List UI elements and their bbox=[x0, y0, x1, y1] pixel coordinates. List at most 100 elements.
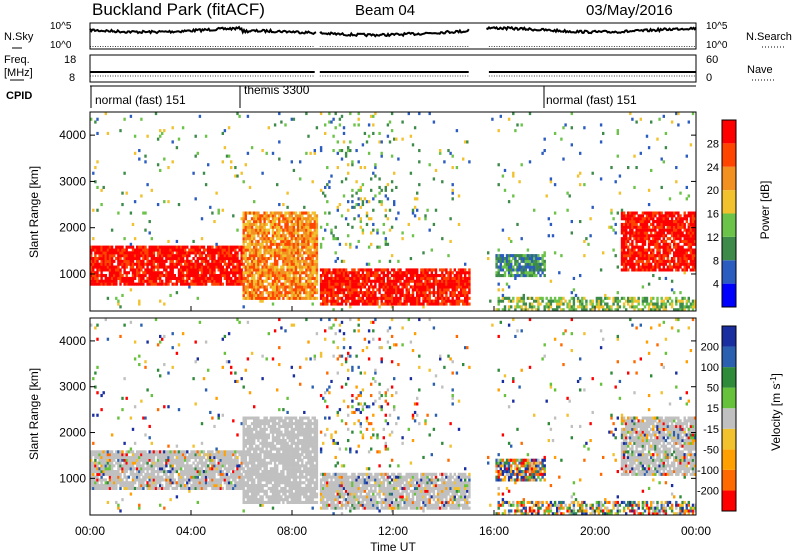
velocity-cell bbox=[134, 405, 136, 408]
power-cell bbox=[286, 274, 288, 277]
velocity-cell bbox=[172, 473, 174, 476]
velocity-cell bbox=[130, 484, 132, 487]
power-cell bbox=[548, 303, 550, 306]
power-cell bbox=[502, 288, 504, 291]
power-cell bbox=[274, 220, 276, 223]
power-cell bbox=[658, 229, 660, 232]
power-cell bbox=[347, 294, 349, 297]
velocity-cell bbox=[113, 473, 115, 476]
power-cell bbox=[654, 268, 656, 271]
power-cell bbox=[447, 274, 449, 277]
power-cell bbox=[345, 294, 347, 297]
power-cell bbox=[282, 260, 284, 263]
power-cell bbox=[213, 251, 215, 254]
power-cell bbox=[466, 271, 468, 274]
power-cell bbox=[362, 297, 364, 300]
power-cell bbox=[130, 257, 132, 260]
power-cell bbox=[458, 297, 460, 300]
power-cell bbox=[182, 266, 184, 269]
power-cell bbox=[686, 251, 688, 254]
power-cell bbox=[255, 220, 257, 223]
power-cell bbox=[389, 303, 391, 306]
power-cell bbox=[514, 260, 516, 263]
power-cell bbox=[673, 254, 675, 257]
power-cell bbox=[650, 243, 652, 246]
velocity-cell bbox=[138, 504, 140, 507]
power-cell bbox=[303, 266, 305, 269]
power-cell bbox=[309, 214, 311, 217]
power-cell bbox=[245, 229, 247, 232]
colorbar-swatch bbox=[722, 284, 736, 307]
power-cell bbox=[286, 266, 288, 269]
power-cell bbox=[646, 266, 648, 269]
power-cell bbox=[286, 268, 288, 271]
velocity-cell bbox=[107, 481, 109, 484]
power-cell bbox=[374, 303, 376, 306]
velocity-cell bbox=[96, 450, 98, 453]
freq-right-tick-bottom: 0 bbox=[706, 72, 712, 84]
power-cell bbox=[656, 251, 658, 254]
power-cell bbox=[627, 214, 629, 217]
power-cell bbox=[253, 249, 255, 252]
power-cell bbox=[126, 266, 128, 269]
power-cell bbox=[136, 246, 138, 249]
power-cell bbox=[531, 254, 533, 257]
power-cell bbox=[539, 274, 541, 277]
power-cell bbox=[312, 180, 314, 183]
velocity-cell bbox=[126, 453, 128, 456]
power-cell bbox=[533, 274, 535, 277]
power-cell bbox=[366, 303, 368, 306]
power-cell bbox=[658, 217, 660, 220]
power-cell bbox=[297, 223, 299, 226]
power-cell bbox=[203, 251, 205, 254]
power-cell bbox=[151, 237, 153, 240]
power-cell bbox=[266, 243, 268, 246]
power-cell bbox=[278, 158, 280, 161]
power-cell bbox=[119, 129, 121, 132]
power-cell bbox=[671, 257, 673, 260]
power-cell bbox=[629, 214, 631, 217]
power-cell bbox=[368, 277, 370, 280]
power-cell bbox=[623, 263, 625, 266]
power-cell bbox=[378, 268, 380, 271]
power-cell bbox=[351, 226, 353, 229]
power-cell bbox=[305, 260, 307, 263]
velocity-cell bbox=[109, 487, 111, 490]
power-cell bbox=[132, 249, 134, 252]
power-cell bbox=[600, 303, 602, 306]
power-cell bbox=[284, 234, 286, 237]
power-cell bbox=[195, 271, 197, 274]
power-cell bbox=[303, 212, 305, 215]
power-cell bbox=[247, 291, 249, 294]
power-cell bbox=[146, 263, 148, 266]
velocity-cell bbox=[111, 453, 113, 456]
power-cell bbox=[652, 223, 654, 226]
colorbar-tick-label: 16 bbox=[707, 209, 719, 221]
power-cell bbox=[134, 277, 136, 280]
power-cell bbox=[107, 260, 109, 263]
power-cell bbox=[435, 169, 437, 172]
power-cell bbox=[163, 158, 165, 161]
power-cell bbox=[502, 254, 504, 257]
power-cell bbox=[355, 246, 357, 249]
velocity-cell bbox=[105, 450, 107, 453]
power-cell bbox=[491, 118, 493, 121]
velocity-cell bbox=[134, 459, 136, 462]
power-cell bbox=[663, 249, 665, 252]
power-cell bbox=[115, 251, 117, 254]
power-cell bbox=[314, 280, 316, 283]
power-cell bbox=[276, 223, 278, 226]
power-cell bbox=[255, 291, 257, 294]
power-cell bbox=[512, 274, 514, 277]
power-cell bbox=[195, 268, 197, 271]
power-cell bbox=[416, 209, 418, 212]
power-cell bbox=[654, 246, 656, 249]
power-cell bbox=[293, 231, 295, 234]
power-cell bbox=[692, 249, 694, 252]
power-cell bbox=[525, 263, 527, 266]
velocity-cell bbox=[123, 487, 125, 490]
power-cell bbox=[510, 240, 512, 243]
power-cell bbox=[635, 251, 637, 254]
power-cell bbox=[681, 257, 683, 260]
power-cell bbox=[355, 300, 357, 303]
